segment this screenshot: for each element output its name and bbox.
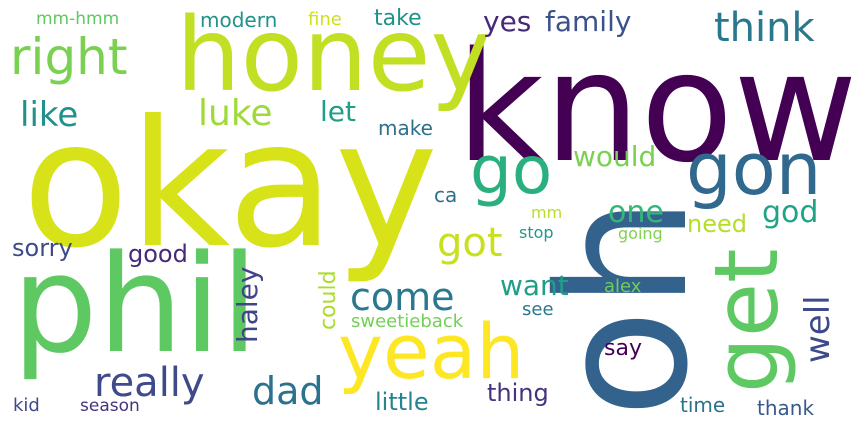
word-going: going: [618, 224, 663, 243]
word-sweetieback: sweetieback: [351, 311, 464, 332]
word-see: see: [522, 299, 554, 320]
word-really: really: [94, 360, 205, 406]
word-need: need: [687, 210, 747, 238]
word-yes: yes: [483, 5, 532, 38]
word-gon: gon: [686, 127, 822, 211]
word-little: little: [375, 388, 429, 416]
word-dad: dad: [252, 369, 324, 413]
word-fine: fine: [308, 9, 342, 30]
word-think: think: [714, 5, 815, 51]
word-thank: thank: [757, 396, 815, 420]
word-let: let: [320, 95, 356, 128]
word-alex: alex: [604, 276, 642, 297]
word-come: come: [350, 275, 455, 319]
word-phil: phil: [12, 226, 259, 383]
word-thing: thing: [487, 379, 549, 407]
word-modern: modern: [200, 8, 278, 32]
word-like: like: [20, 95, 79, 135]
word-stop: stop: [519, 223, 554, 242]
word-know: know: [456, 19, 851, 196]
word-sorry: sorry: [12, 234, 73, 262]
word-well: well: [798, 295, 838, 363]
word-honey: honey: [176, 0, 491, 115]
word-get: get: [695, 248, 798, 393]
word-take: take: [374, 6, 422, 31]
word-okay: okay: [22, 84, 439, 287]
word-good: good: [128, 240, 188, 268]
word-luke: luke: [198, 93, 273, 134]
word-could: could: [316, 270, 341, 330]
word-kid: kid: [13, 395, 40, 416]
word-want: want: [500, 269, 569, 302]
word-ca: ca: [434, 183, 458, 207]
word-mm: mm: [531, 203, 563, 222]
word-make: make: [378, 116, 433, 140]
word-god: god: [762, 195, 819, 230]
word-say: say: [604, 336, 642, 361]
word-go: go: [470, 132, 553, 209]
word-would: would: [573, 140, 657, 173]
word-got: got: [437, 220, 503, 266]
word-yeah: yeah: [338, 307, 525, 396]
word-family: family: [545, 5, 632, 38]
word-season: season: [80, 396, 140, 416]
word-mm-hmm: mm-hmm: [36, 9, 120, 29]
word-time: time: [680, 393, 726, 417]
word-right: right: [10, 28, 128, 86]
word-haley: haley: [231, 266, 264, 343]
word-one: one: [608, 195, 664, 230]
